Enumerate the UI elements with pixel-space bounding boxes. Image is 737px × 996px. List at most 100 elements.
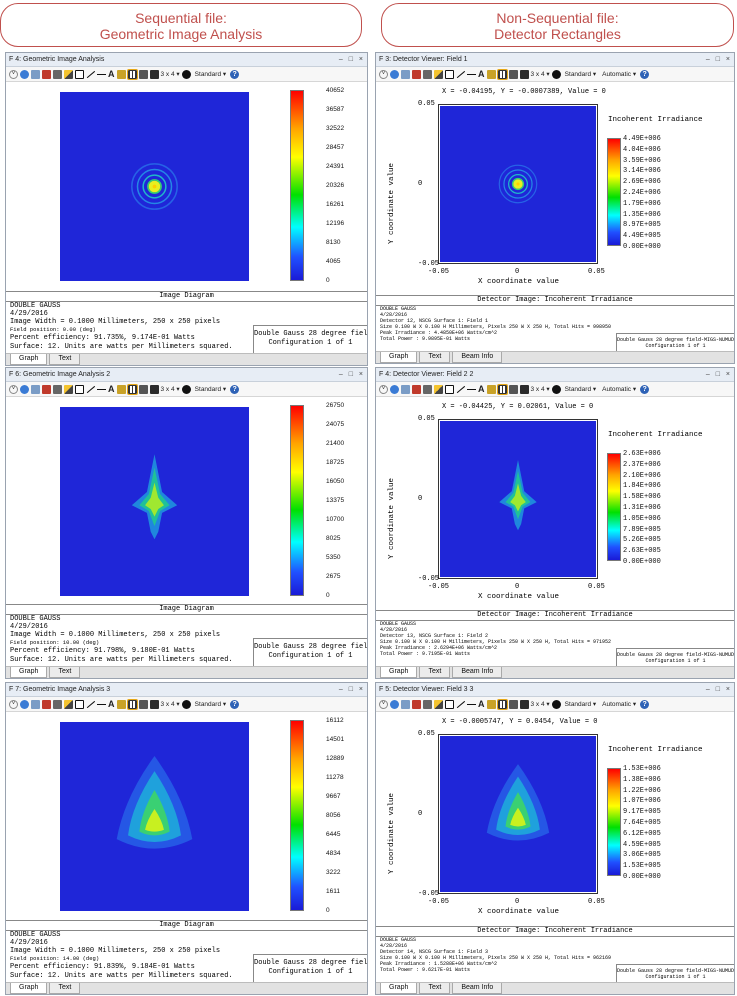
text-icon[interactable]: A xyxy=(478,698,485,709)
camera-icon[interactable] xyxy=(508,69,518,79)
pen-icon[interactable] xyxy=(64,699,73,709)
automatic-dropdown[interactable]: Automatic ▾ xyxy=(602,71,637,78)
rectangle-icon[interactable] xyxy=(75,69,84,79)
rectangle-icon[interactable] xyxy=(445,384,454,394)
tab-text[interactable]: Text xyxy=(419,352,451,363)
save-icon[interactable] xyxy=(412,699,421,709)
standard-dropdown[interactable]: Standard ▾ xyxy=(194,701,227,708)
layout-dropdown[interactable]: 3 x 4 ▾ xyxy=(160,71,180,78)
lock-icon[interactable] xyxy=(486,69,496,79)
standard-dropdown[interactable]: Standard ▾ xyxy=(564,386,597,393)
copy-icon[interactable] xyxy=(31,699,40,709)
window-controls-icon[interactable]: – □ × xyxy=(338,56,365,63)
refresh-icon[interactable] xyxy=(20,699,29,709)
window-controls-icon[interactable]: – □ × xyxy=(338,686,365,693)
tab-text[interactable]: Text xyxy=(419,983,451,994)
tab-text[interactable]: Text xyxy=(49,983,81,994)
print-icon[interactable] xyxy=(53,699,62,709)
layout-dropdown[interactable]: 3 x 4 ▾ xyxy=(530,386,550,393)
grid-icon[interactable] xyxy=(126,383,138,395)
line-icon[interactable] xyxy=(97,385,106,394)
standard-dropdown[interactable]: Standard ▾ xyxy=(194,71,227,78)
help-icon[interactable]: ? xyxy=(230,69,240,79)
arrow-icon[interactable] xyxy=(86,70,95,79)
line-icon[interactable] xyxy=(467,700,476,709)
camera-icon[interactable] xyxy=(138,384,148,394)
copy-icon[interactable] xyxy=(31,384,40,394)
chevron-down-icon[interactable]: ˅ xyxy=(379,384,388,394)
help-icon[interactable]: ? xyxy=(230,699,240,709)
print-icon[interactable] xyxy=(423,699,432,709)
window-titlebar[interactable]: F 4: Detector Viewer: Field 2 2 – □ × xyxy=(376,368,734,382)
standard-dropdown[interactable]: Standard ▾ xyxy=(564,701,597,708)
refresh-icon[interactable] xyxy=(390,384,399,394)
save-icon[interactable] xyxy=(42,384,51,394)
layout-dropdown[interactable]: 3 x 4 ▾ xyxy=(530,701,550,708)
save-icon[interactable] xyxy=(412,69,421,79)
automatic-dropdown[interactable]: Automatic ▾ xyxy=(602,701,637,708)
print-icon[interactable] xyxy=(423,384,432,394)
layout-dropdown[interactable]: 3 x 4 ▾ xyxy=(160,701,180,708)
camera-icon[interactable] xyxy=(508,384,518,394)
lock-icon[interactable] xyxy=(116,69,126,79)
clock-icon[interactable] xyxy=(551,69,561,79)
grid-icon[interactable] xyxy=(126,68,138,80)
layers-icon[interactable] xyxy=(149,699,159,709)
layers-icon[interactable] xyxy=(519,384,529,394)
chevron-down-icon[interactable]: ˅ xyxy=(379,69,388,79)
lock-icon[interactable] xyxy=(486,699,496,709)
camera-icon[interactable] xyxy=(508,699,518,709)
rectangle-icon[interactable] xyxy=(75,384,84,394)
standard-dropdown[interactable]: Standard ▾ xyxy=(194,386,227,393)
camera-icon[interactable] xyxy=(138,699,148,709)
copy-icon[interactable] xyxy=(401,699,410,709)
layers-icon[interactable] xyxy=(149,384,159,394)
layers-icon[interactable] xyxy=(519,69,529,79)
pen-icon[interactable] xyxy=(64,69,73,79)
rectangle-icon[interactable] xyxy=(445,699,454,709)
text-icon[interactable]: A xyxy=(478,383,485,394)
window-controls-icon[interactable]: – □ × xyxy=(705,56,732,63)
grid-icon[interactable] xyxy=(496,68,508,80)
lock-icon[interactable] xyxy=(116,699,126,709)
grid-icon[interactable] xyxy=(496,698,508,710)
tab-graph[interactable]: Graph xyxy=(380,352,418,363)
chevron-down-icon[interactable]: ˅ xyxy=(379,699,388,709)
pen-icon[interactable] xyxy=(434,699,443,709)
clock-icon[interactable] xyxy=(181,699,191,709)
window-controls-icon[interactable]: – □ × xyxy=(705,371,732,378)
standard-dropdown[interactable]: Standard ▾ xyxy=(564,71,597,78)
window-titlebar[interactable]: F 3: Detector Viewer: Field 1 – □ × xyxy=(376,53,734,67)
chevron-down-icon[interactable]: ˅ xyxy=(9,384,18,394)
tab-graph[interactable]: Graph xyxy=(380,983,418,994)
copy-icon[interactable] xyxy=(31,69,40,79)
layers-icon[interactable] xyxy=(519,699,529,709)
tab-text[interactable]: Text xyxy=(49,354,81,365)
pen-icon[interactable] xyxy=(434,69,443,79)
layout-dropdown[interactable]: 3 x 4 ▾ xyxy=(530,71,550,78)
text-icon[interactable]: A xyxy=(478,68,485,79)
chevron-down-icon[interactable]: ˅ xyxy=(9,69,18,79)
window-titlebar[interactable]: F 5: Detector Viewer: Field 3 3 – □ × xyxy=(376,683,734,697)
tab-beam-info[interactable]: Beam Info xyxy=(452,983,503,994)
lock-icon[interactable] xyxy=(486,384,496,394)
tab-beam-info[interactable]: Beam Info xyxy=(452,667,503,678)
line-icon[interactable] xyxy=(467,385,476,394)
tab-text[interactable]: Text xyxy=(49,667,81,678)
line-icon[interactable] xyxy=(97,700,106,709)
clock-icon[interactable] xyxy=(551,699,561,709)
window-titlebar[interactable]: F 7: Geometric Image Analysis 3 – □ × xyxy=(6,683,367,697)
automatic-dropdown[interactable]: Automatic ▾ xyxy=(602,386,637,393)
rectangle-icon[interactable] xyxy=(445,69,454,79)
text-icon[interactable]: A xyxy=(108,383,115,394)
window-titlebar[interactable]: F 4: Geometric Image Analysis – □ × xyxy=(6,53,367,67)
help-icon[interactable]: ? xyxy=(640,69,650,79)
tab-text[interactable]: Text xyxy=(419,667,451,678)
tab-graph[interactable]: Graph xyxy=(10,667,48,678)
window-controls-icon[interactable]: – □ × xyxy=(705,686,732,693)
line-icon[interactable] xyxy=(97,70,106,79)
clock-icon[interactable] xyxy=(181,384,191,394)
chevron-down-icon[interactable]: ˅ xyxy=(9,699,18,709)
help-icon[interactable]: ? xyxy=(640,384,650,394)
text-icon[interactable]: A xyxy=(108,68,115,79)
